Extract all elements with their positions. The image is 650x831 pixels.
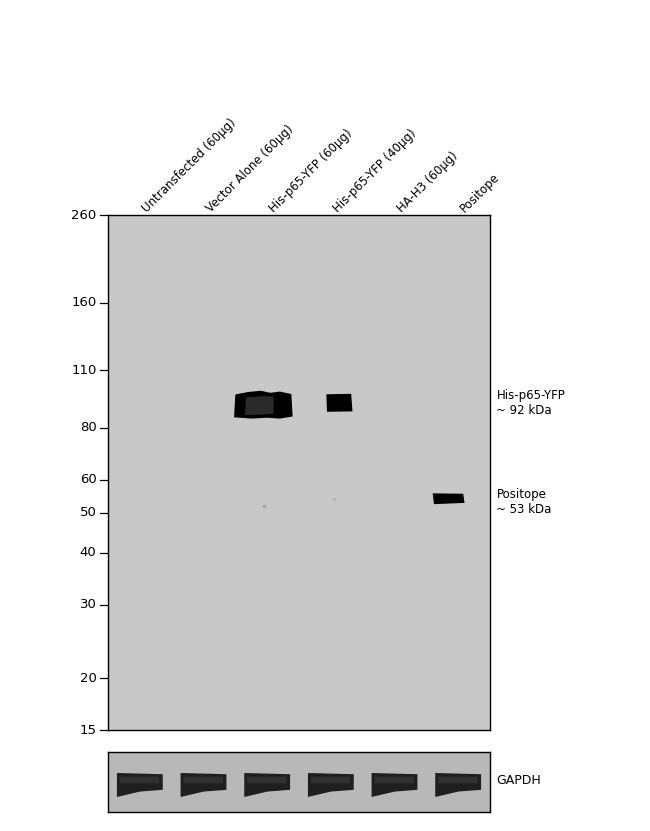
Polygon shape	[433, 494, 465, 504]
Text: 50: 50	[80, 506, 97, 519]
Text: His-p65-YFP
~ 92 kDa: His-p65-YFP ~ 92 kDa	[497, 389, 566, 416]
Text: 60: 60	[80, 473, 97, 486]
Polygon shape	[117, 773, 162, 797]
Polygon shape	[183, 777, 223, 783]
Text: Vector Alone (60μg): Vector Alone (60μg)	[203, 123, 296, 215]
Polygon shape	[120, 777, 159, 783]
Text: HA-H3 (60μg): HA-H3 (60μg)	[395, 150, 460, 215]
Text: Positope: Positope	[458, 170, 502, 215]
Polygon shape	[438, 777, 478, 783]
Text: 20: 20	[80, 671, 97, 685]
Polygon shape	[244, 773, 290, 797]
Polygon shape	[311, 777, 350, 783]
Polygon shape	[181, 773, 226, 797]
Text: 80: 80	[80, 421, 97, 435]
Polygon shape	[247, 777, 287, 783]
Polygon shape	[245, 396, 274, 415]
Text: 160: 160	[72, 296, 97, 309]
Text: Positope
~ 53 kDa: Positope ~ 53 kDa	[497, 488, 552, 516]
Text: GAPDH: GAPDH	[497, 774, 541, 787]
Polygon shape	[234, 391, 292, 419]
Polygon shape	[326, 394, 352, 412]
Polygon shape	[308, 773, 354, 797]
Text: Untransfected (60μg): Untransfected (60μg)	[140, 116, 239, 215]
Text: His-p65-YFP (40μg): His-p65-YFP (40μg)	[331, 127, 419, 215]
Text: 260: 260	[72, 209, 97, 222]
Text: 15: 15	[79, 724, 97, 736]
Polygon shape	[436, 773, 481, 797]
Text: 110: 110	[71, 364, 97, 376]
Text: 40: 40	[80, 547, 97, 559]
Polygon shape	[374, 777, 414, 783]
Text: 30: 30	[80, 598, 97, 612]
Polygon shape	[372, 773, 417, 797]
Text: His-p65-YFP (60μg): His-p65-YFP (60μg)	[267, 127, 356, 215]
